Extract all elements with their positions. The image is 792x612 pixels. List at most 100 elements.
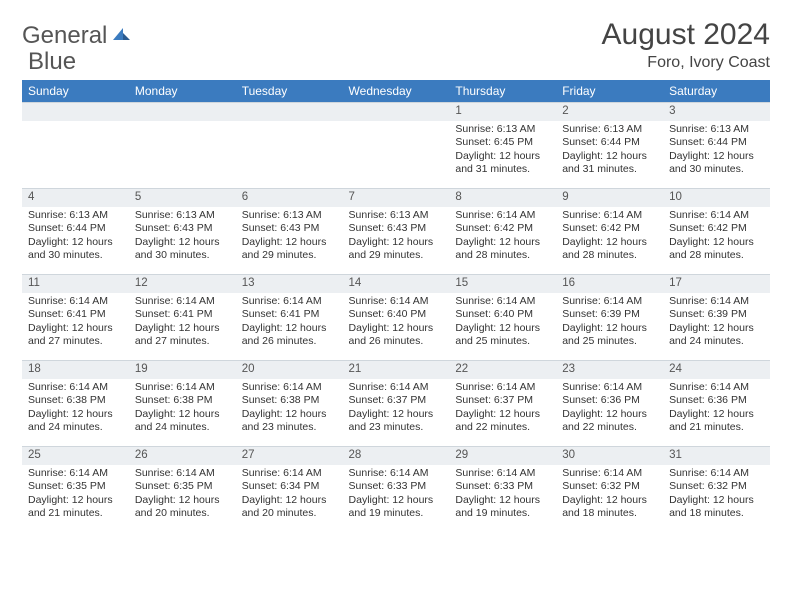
day-info: Sunrise: 6:14 AMSunset: 6:32 PMDaylight:… bbox=[556, 465, 663, 533]
day-info: Sunrise: 6:14 AMSunset: 6:42 PMDaylight:… bbox=[556, 207, 663, 275]
daylight-text: Daylight: 12 hours and 25 minutes. bbox=[455, 322, 550, 349]
sunrise-text: Sunrise: 6:13 AM bbox=[349, 209, 444, 223]
day-number bbox=[22, 103, 129, 121]
day-number bbox=[236, 103, 343, 121]
day-number-row: 25262728293031 bbox=[22, 447, 770, 465]
day-info: Sunrise: 6:14 AMSunset: 6:39 PMDaylight:… bbox=[663, 293, 770, 361]
sunrise-text: Sunrise: 6:14 AM bbox=[669, 209, 764, 223]
sunset-text: Sunset: 6:38 PM bbox=[242, 394, 337, 408]
daylight-text: Daylight: 12 hours and 24 minutes. bbox=[28, 408, 123, 435]
sunrise-text: Sunrise: 6:14 AM bbox=[349, 295, 444, 309]
day-info: Sunrise: 6:14 AMSunset: 6:32 PMDaylight:… bbox=[663, 465, 770, 533]
daylight-text: Daylight: 12 hours and 23 minutes. bbox=[242, 408, 337, 435]
day-number: 3 bbox=[663, 103, 770, 121]
sunrise-text: Sunrise: 6:14 AM bbox=[455, 381, 550, 395]
daylight-text: Daylight: 12 hours and 28 minutes. bbox=[562, 236, 657, 263]
sunrise-text: Sunrise: 6:14 AM bbox=[455, 467, 550, 481]
day-number: 18 bbox=[22, 361, 129, 379]
day-info: Sunrise: 6:14 AMSunset: 6:38 PMDaylight:… bbox=[22, 379, 129, 447]
day-info-row: Sunrise: 6:13 AMSunset: 6:44 PMDaylight:… bbox=[22, 207, 770, 275]
weekday-header: Tuesday bbox=[236, 80, 343, 103]
logo-word-2-wrap: Blue bbox=[28, 48, 76, 76]
day-number: 25 bbox=[22, 447, 129, 465]
day-number: 28 bbox=[343, 447, 450, 465]
sunrise-text: Sunrise: 6:13 AM bbox=[135, 209, 230, 223]
weekday-header: Friday bbox=[556, 80, 663, 103]
sunset-text: Sunset: 6:32 PM bbox=[669, 480, 764, 494]
sunrise-text: Sunrise: 6:14 AM bbox=[562, 295, 657, 309]
sunset-text: Sunset: 6:36 PM bbox=[562, 394, 657, 408]
daylight-text: Daylight: 12 hours and 20 minutes. bbox=[242, 494, 337, 521]
sunrise-text: Sunrise: 6:13 AM bbox=[562, 123, 657, 137]
sunset-text: Sunset: 6:38 PM bbox=[135, 394, 230, 408]
sunrise-text: Sunrise: 6:14 AM bbox=[135, 467, 230, 481]
day-info: Sunrise: 6:14 AMSunset: 6:37 PMDaylight:… bbox=[449, 379, 556, 447]
sunset-text: Sunset: 6:43 PM bbox=[242, 222, 337, 236]
sunset-text: Sunset: 6:41 PM bbox=[135, 308, 230, 322]
sunset-text: Sunset: 6:36 PM bbox=[669, 394, 764, 408]
sunset-text: Sunset: 6:35 PM bbox=[135, 480, 230, 494]
daylight-text: Daylight: 12 hours and 30 minutes. bbox=[669, 150, 764, 177]
day-number: 27 bbox=[236, 447, 343, 465]
day-info: Sunrise: 6:14 AMSunset: 6:42 PMDaylight:… bbox=[449, 207, 556, 275]
day-number: 7 bbox=[343, 189, 450, 207]
sunrise-text: Sunrise: 6:13 AM bbox=[455, 123, 550, 137]
day-number: 2 bbox=[556, 103, 663, 121]
sunrise-text: Sunrise: 6:14 AM bbox=[562, 467, 657, 481]
day-number-row: 18192021222324 bbox=[22, 361, 770, 379]
day-number: 23 bbox=[556, 361, 663, 379]
daylight-text: Daylight: 12 hours and 18 minutes. bbox=[669, 494, 764, 521]
sunrise-text: Sunrise: 6:14 AM bbox=[242, 381, 337, 395]
day-info: Sunrise: 6:13 AMSunset: 6:45 PMDaylight:… bbox=[449, 121, 556, 189]
daylight-text: Daylight: 12 hours and 21 minutes. bbox=[28, 494, 123, 521]
sunset-text: Sunset: 6:45 PM bbox=[455, 136, 550, 150]
sunrise-text: Sunrise: 6:14 AM bbox=[562, 209, 657, 223]
day-info: Sunrise: 6:14 AMSunset: 6:42 PMDaylight:… bbox=[663, 207, 770, 275]
sunset-text: Sunset: 6:41 PM bbox=[28, 308, 123, 322]
day-info bbox=[22, 121, 129, 189]
daylight-text: Daylight: 12 hours and 25 minutes. bbox=[562, 322, 657, 349]
sunrise-text: Sunrise: 6:13 AM bbox=[669, 123, 764, 137]
day-number: 5 bbox=[129, 189, 236, 207]
day-info: Sunrise: 6:14 AMSunset: 6:41 PMDaylight:… bbox=[22, 293, 129, 361]
sunset-text: Sunset: 6:40 PM bbox=[349, 308, 444, 322]
sunrise-text: Sunrise: 6:14 AM bbox=[135, 295, 230, 309]
sunset-text: Sunset: 6:39 PM bbox=[562, 308, 657, 322]
daylight-text: Daylight: 12 hours and 30 minutes. bbox=[28, 236, 123, 263]
day-number: 12 bbox=[129, 275, 236, 293]
daylight-text: Daylight: 12 hours and 27 minutes. bbox=[135, 322, 230, 349]
daylight-text: Daylight: 12 hours and 31 minutes. bbox=[562, 150, 657, 177]
daylight-text: Daylight: 12 hours and 27 minutes. bbox=[28, 322, 123, 349]
sunset-text: Sunset: 6:43 PM bbox=[135, 222, 230, 236]
weekday-header: Monday bbox=[129, 80, 236, 103]
daylight-text: Daylight: 12 hours and 19 minutes. bbox=[455, 494, 550, 521]
logo: General bbox=[22, 18, 133, 50]
calendar-table: SundayMondayTuesdayWednesdayThursdayFrid… bbox=[22, 80, 770, 533]
daylight-text: Daylight: 12 hours and 24 minutes. bbox=[135, 408, 230, 435]
sunset-text: Sunset: 6:37 PM bbox=[349, 394, 444, 408]
sunrise-text: Sunrise: 6:14 AM bbox=[349, 467, 444, 481]
day-info-row: Sunrise: 6:14 AMSunset: 6:35 PMDaylight:… bbox=[22, 465, 770, 533]
sunrise-text: Sunrise: 6:14 AM bbox=[242, 295, 337, 309]
day-number: 30 bbox=[556, 447, 663, 465]
title-block: August 2024 Foro, Ivory Coast bbox=[602, 18, 770, 72]
daylight-text: Daylight: 12 hours and 29 minutes. bbox=[242, 236, 337, 263]
day-info: Sunrise: 6:14 AMSunset: 6:36 PMDaylight:… bbox=[556, 379, 663, 447]
sunset-text: Sunset: 6:41 PM bbox=[242, 308, 337, 322]
sunset-text: Sunset: 6:43 PM bbox=[349, 222, 444, 236]
sunset-text: Sunset: 6:44 PM bbox=[562, 136, 657, 150]
day-number: 22 bbox=[449, 361, 556, 379]
day-info: Sunrise: 6:14 AMSunset: 6:35 PMDaylight:… bbox=[22, 465, 129, 533]
sunrise-text: Sunrise: 6:13 AM bbox=[28, 209, 123, 223]
weekday-header: Thursday bbox=[449, 80, 556, 103]
day-info: Sunrise: 6:13 AMSunset: 6:43 PMDaylight:… bbox=[343, 207, 450, 275]
day-info: Sunrise: 6:14 AMSunset: 6:36 PMDaylight:… bbox=[663, 379, 770, 447]
sunrise-text: Sunrise: 6:14 AM bbox=[455, 209, 550, 223]
logo-word-1: General bbox=[22, 22, 107, 50]
day-number: 15 bbox=[449, 275, 556, 293]
sunset-text: Sunset: 6:40 PM bbox=[455, 308, 550, 322]
day-info: Sunrise: 6:13 AMSunset: 6:44 PMDaylight:… bbox=[663, 121, 770, 189]
sunrise-text: Sunrise: 6:14 AM bbox=[669, 467, 764, 481]
daylight-text: Daylight: 12 hours and 28 minutes. bbox=[455, 236, 550, 263]
sunrise-text: Sunrise: 6:14 AM bbox=[669, 381, 764, 395]
